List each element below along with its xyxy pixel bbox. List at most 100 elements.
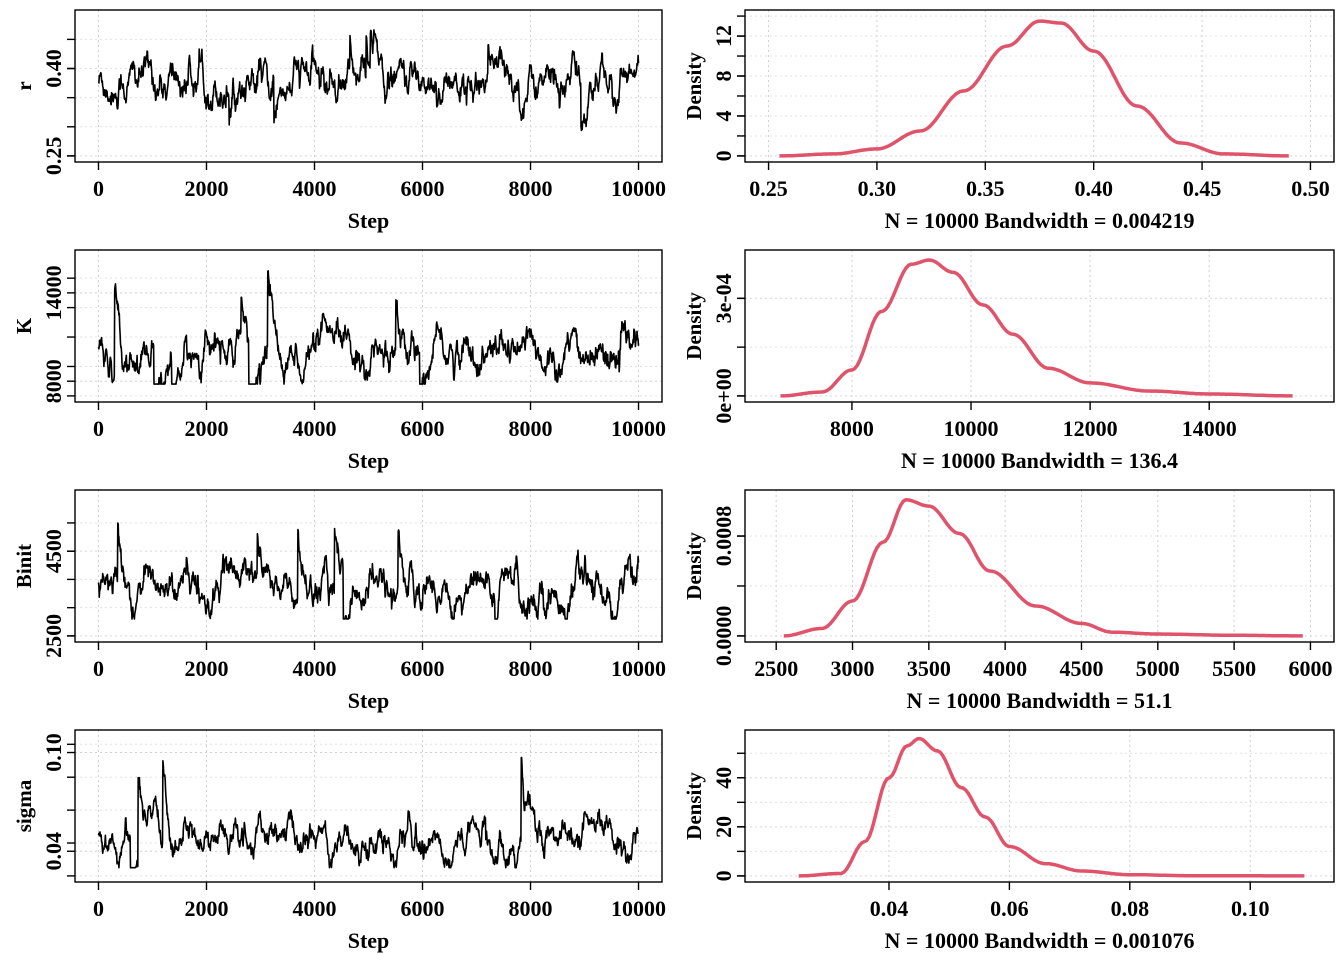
x-tick-label: 0.04 (870, 896, 909, 921)
panel-trace-sigma: 0 2000 4000 6000 8000 10000 0.04 0.10 Step sigma (12, 729, 666, 953)
y-tick-label: 0.40 (41, 49, 66, 88)
x-tick-label: 4000 (292, 656, 336, 681)
y-axis-label: r (12, 81, 36, 90)
y-tick-label: 0.0008 (711, 506, 736, 567)
y-tick-label: 12 (711, 25, 736, 47)
x-tick-label: 0.40 (1074, 176, 1113, 201)
plot-frame (74, 489, 663, 643)
density-line-K (780, 258, 1293, 398)
y-tick-label: 4500 (41, 529, 66, 573)
x-tick-label: 4500 (1059, 656, 1103, 681)
density-line-sigma (798, 736, 1305, 878)
y-axis-label: sigma (12, 779, 36, 832)
panel-density-sigma: 0.04 0.06 0.08 0.10 0 20 40 N = 10000 Bandwidth… (682, 729, 1335, 953)
x-tick-label: 2500 (754, 656, 798, 681)
y-tick-label: 8 (711, 71, 736, 82)
y-tick-label: 0 (711, 870, 736, 881)
y-axis-label: Binit (12, 544, 36, 588)
x-tick-label: 0 (93, 896, 104, 921)
x-tick-label: 0.06 (990, 896, 1029, 921)
grid-lines (745, 10, 1334, 162)
plot-frame (744, 489, 1335, 643)
trace-line-K (97, 269, 640, 385)
plot-frame (74, 729, 663, 883)
x-tick-label: 5500 (1212, 656, 1256, 681)
x-tick-label: 8000 (509, 896, 553, 921)
x-axis-label: Step (348, 448, 390, 473)
x-axis-label: N = 10000 Bandwidth = 51.1 (907, 688, 1173, 713)
y-axis-label: Density (682, 52, 706, 120)
y-axis-label: Density (682, 292, 706, 360)
y-axis-label: Density (682, 532, 706, 600)
panel-density-Binit: 2500 3000 3500 4000 4500 5000 5500 6000 0.0000 0.… (682, 489, 1335, 713)
x-tick-label: 8000 (509, 656, 553, 681)
y-tick-label: 0 (711, 150, 736, 161)
grid-lines (75, 490, 662, 642)
x-tick-label: 8000 (509, 176, 553, 201)
grid-lines (745, 730, 1334, 882)
trace-line-Binit (97, 522, 640, 620)
x-tick-label: 0.25 (749, 176, 788, 201)
grid-lines (745, 250, 1334, 402)
x-tick-label: 14000 (1182, 416, 1237, 441)
x-tick-label: 4000 (983, 656, 1027, 681)
grid-lines (75, 250, 662, 402)
plot-frame (74, 9, 663, 163)
y-tick-label: 8000 (41, 359, 66, 403)
x-tick-label: 12000 (1063, 416, 1118, 441)
x-tick-label: 0.35 (966, 176, 1005, 201)
x-tick-label: 3000 (831, 656, 875, 681)
panel-density-K: 8000 10000 12000 14000 0e+00 3e-04 N = 10000 B… (682, 249, 1335, 473)
density-line-r (779, 19, 1289, 158)
x-axis-label: N = 10000 Bandwidth = 136.4 (901, 448, 1178, 473)
x-tick-label: 10000 (944, 416, 999, 441)
y-tick-label: 0.25 (41, 137, 66, 176)
x-tick-label: 10000 (611, 656, 666, 681)
panel-trace-r: 0 2000 4000 6000 8000 10000 0.25 0.40 Step r (12, 9, 666, 233)
x-tick-label: 0 (93, 416, 104, 441)
x-tick-label: 0.50 (1291, 176, 1330, 201)
x-tick-label: 0.30 (858, 176, 897, 201)
x-tick-label: 10000 (611, 896, 666, 921)
trace-line-sigma (97, 756, 640, 869)
plot-frame (74, 249, 663, 403)
panel-trace-K: 0 2000 4000 6000 8000 10000 8000 14000 Step K (12, 249, 666, 473)
x-tick-label: 6000 (401, 176, 445, 201)
y-tick-label: 40 (711, 767, 736, 789)
y-tick-label: 4 (711, 110, 736, 121)
x-tick-label: 2000 (184, 656, 228, 681)
plot-frame (744, 249, 1335, 403)
x-tick-label: 2000 (184, 416, 228, 441)
density-line-Binit (783, 498, 1303, 638)
x-axis-label: Step (348, 688, 390, 713)
y-tick-label: 0.10 (41, 733, 66, 772)
panel-trace-Binit: 0 2000 4000 6000 8000 10000 2500 4500 Step Binit (12, 489, 666, 713)
y-tick-label: 3e-04 (711, 273, 736, 323)
y-tick-label: 20 (711, 816, 736, 838)
x-tick-label: 0 (93, 656, 104, 681)
x-tick-label: 6000 (401, 896, 445, 921)
x-tick-label: 6000 (401, 416, 445, 441)
y-tick-label: 0.0000 (711, 606, 736, 667)
x-tick-label: 5000 (1136, 656, 1180, 681)
trace-line-r (98, 29, 640, 132)
x-tick-label: 6000 (401, 656, 445, 681)
x-tick-label: 2000 (184, 176, 228, 201)
x-tick-label: 6000 (1288, 656, 1332, 681)
x-tick-label: 3500 (907, 656, 951, 681)
x-tick-label: 8000 (830, 416, 874, 441)
plot-frame (744, 729, 1335, 883)
x-tick-label: 0.45 (1183, 176, 1222, 201)
y-tick-label: 14000 (41, 265, 66, 320)
y-axis-label: Density (682, 772, 706, 840)
x-axis-label: N = 10000 Bandwidth = 0.001076 (885, 928, 1195, 953)
panel-density-r: 0.25 0.30 0.35 0.40 0.45 0.50 0 4 8 12 N = 10000 B… (682, 9, 1335, 233)
x-tick-label: 0.10 (1231, 896, 1270, 921)
y-tick-label: 0e+00 (711, 368, 736, 423)
y-axis-label: K (12, 317, 36, 334)
x-tick-label: 4000 (292, 896, 336, 921)
x-tick-label: 2000 (184, 896, 228, 921)
y-tick-label: 2500 (41, 614, 66, 658)
grid-lines (75, 10, 662, 162)
